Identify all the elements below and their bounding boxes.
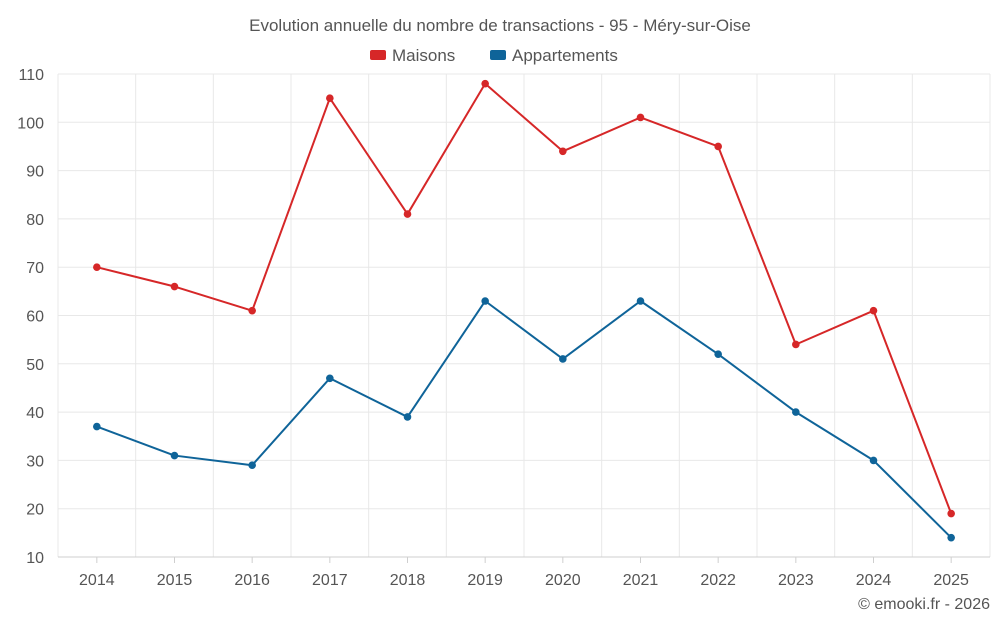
- y-tick-label: 50: [26, 357, 44, 374]
- legend-item-appartements: Appartements: [490, 46, 618, 65]
- x-tick-label: 2014: [79, 572, 115, 589]
- x-tick-label: 2019: [467, 572, 503, 589]
- data-point-maisons: [248, 306, 256, 315]
- x-tick-label: 2020: [545, 572, 581, 589]
- data-point-appartements: [403, 413, 412, 421]
- series-layer: [93, 79, 955, 542]
- data-point-maisons: [170, 282, 179, 291]
- axes: 10 20 30 40 50 60 70 80 90 100 110 2014 2015 2016 2017…: [17, 67, 990, 589]
- y-tick-label: 20: [26, 502, 44, 519]
- series-line-maisons: [96, 82, 953, 514]
- data-point-maisons: [481, 79, 489, 88]
- data-point-appartements: [481, 297, 489, 305]
- y-tick-label: 60: [26, 309, 44, 326]
- data-point-appartements: [559, 355, 567, 363]
- data-point-appartements: [714, 350, 722, 358]
- legend-swatch-appartements: [490, 50, 506, 60]
- y-tick-label: 40: [26, 405, 44, 422]
- data-point-maisons: [93, 263, 101, 272]
- x-tick-label: 2022: [700, 572, 736, 589]
- data-point-maisons: [869, 306, 878, 315]
- data-point-appartements: [869, 456, 878, 465]
- x-tick-label: 2016: [234, 572, 270, 589]
- y-tick-label: 30: [26, 453, 44, 470]
- data-point-appartements: [170, 451, 179, 460]
- data-point-maisons: [792, 340, 800, 349]
- legend: Maisons Appartements: [370, 46, 618, 65]
- grid: [57, 73, 991, 557]
- x-tick-label: 2025: [933, 572, 969, 589]
- x-tick-label: 2018: [390, 572, 426, 589]
- legend-swatch-maisons: [370, 50, 386, 60]
- chart-title: Evolution annuelle du nombre de transact…: [249, 16, 751, 35]
- data-point-appartements: [636, 297, 645, 305]
- x-tick-label: 2021: [623, 572, 659, 589]
- y-tick-label: 110: [18, 67, 44, 84]
- x-tick-label: 2015: [157, 572, 193, 589]
- legend-item-maisons: Maisons: [370, 46, 455, 65]
- data-point-maisons: [559, 147, 567, 156]
- x-tick-label: 2024: [856, 572, 892, 589]
- x-tick-label: 2023: [778, 572, 814, 589]
- data-point-appartements: [248, 461, 256, 470]
- series-maisons: [93, 79, 955, 518]
- data-point-maisons: [636, 113, 645, 122]
- series-line-appartements: [96, 300, 952, 539]
- y-tick-label: 100: [17, 115, 44, 132]
- x-tick-label: 2017: [312, 572, 348, 589]
- data-point-maisons: [714, 142, 722, 151]
- y-tick-label: 90: [26, 164, 44, 181]
- data-point-appartements: [947, 533, 955, 542]
- legend-label-appartements: Appartements: [512, 46, 618, 65]
- series-appartements: [93, 297, 955, 542]
- y-tick-label: 10: [26, 550, 44, 567]
- data-point-appartements: [792, 408, 800, 416]
- y-tick-label: 80: [26, 212, 44, 229]
- data-point-maisons: [326, 94, 334, 102]
- data-point-maisons: [403, 210, 412, 218]
- credit-text: © emooki.fr - 2026: [858, 596, 990, 613]
- y-tick-label: 70: [26, 260, 44, 277]
- data-point-maisons: [947, 509, 955, 518]
- data-point-appartements: [326, 374, 334, 383]
- data-point-appartements: [93, 422, 101, 431]
- legend-label-maisons: Maisons: [392, 46, 455, 65]
